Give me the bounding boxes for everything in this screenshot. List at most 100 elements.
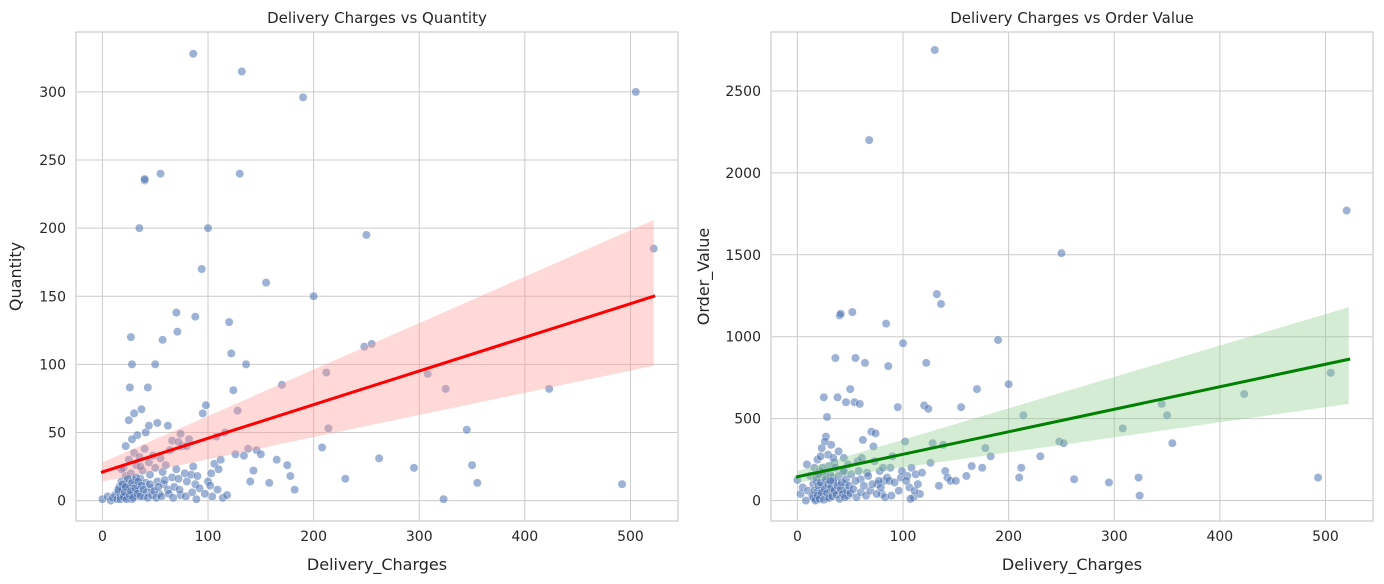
data-point (127, 434, 137, 444)
data-point (801, 496, 811, 505)
data-point (290, 485, 300, 495)
data-point (1035, 451, 1045, 461)
data-point (127, 359, 137, 369)
x-tick-label: 400 (1206, 529, 1233, 545)
data-point (152, 418, 162, 428)
data-point (825, 476, 835, 486)
data-point (897, 466, 907, 476)
data-point (150, 359, 160, 369)
data-point (1059, 438, 1069, 448)
chart-title: Delivery Charges vs Order Value (950, 9, 1194, 27)
data-point (140, 174, 150, 184)
data-point (256, 449, 266, 459)
confidence-band (102, 219, 654, 482)
data-point (190, 312, 200, 322)
data-point (134, 223, 144, 233)
data-point (158, 335, 168, 345)
data-point (264, 478, 274, 488)
data-point (222, 490, 232, 500)
data-point (153, 482, 163, 492)
data-point (188, 462, 198, 471)
data-point (317, 443, 327, 452)
data-point (135, 462, 145, 471)
data-point (986, 451, 996, 461)
x-axis-label: Delivery_Charges (1002, 555, 1142, 575)
data-point (932, 289, 942, 299)
data-point (285, 471, 295, 481)
data-point (1239, 389, 1249, 399)
data-point (237, 67, 247, 76)
y-tick-label: 0 (752, 494, 761, 510)
data-point (156, 169, 165, 179)
data-point (261, 278, 271, 288)
data-point (872, 489, 882, 499)
data-point (298, 92, 308, 102)
data-point (1135, 491, 1145, 501)
y-tick-label: 50 (48, 425, 66, 441)
data-point (890, 478, 900, 487)
data-point (340, 474, 350, 484)
data-point (1004, 379, 1014, 389)
data-point (905, 494, 915, 504)
y-axis-label: Quantity (6, 242, 25, 311)
x-tick-label: 300 (406, 529, 433, 545)
data-point (1167, 438, 1177, 448)
data-point (467, 460, 477, 470)
data-point (836, 309, 846, 319)
x-tick-label: 0 (98, 529, 107, 545)
data-point (820, 437, 830, 446)
data-point (205, 481, 215, 491)
data-point (248, 466, 258, 476)
data-point (1162, 410, 1172, 420)
y-tick-label: 1500 (725, 248, 761, 264)
data-point (1018, 410, 1028, 420)
data-point (839, 453, 849, 463)
data-point (163, 421, 173, 431)
data-point (233, 406, 243, 416)
data-point (374, 453, 384, 463)
data-point (1016, 463, 1026, 473)
data-point (439, 494, 448, 504)
data-point (231, 449, 240, 459)
data-point (282, 460, 292, 470)
y-tick-label: 100 (39, 357, 66, 373)
y-tick-label: 250 (39, 153, 66, 169)
data-point (226, 349, 236, 358)
plot-area (771, 32, 1373, 521)
data-point (168, 493, 178, 503)
data-point (145, 470, 155, 480)
data-point (174, 474, 183, 484)
data-point (816, 451, 826, 461)
data-point (203, 223, 213, 233)
data-point (121, 441, 131, 451)
data-point (907, 463, 916, 473)
data-point (171, 308, 181, 318)
plot-frame (770, 31, 1374, 522)
data-point (993, 335, 1003, 345)
y-tick-label: 300 (39, 85, 66, 101)
data-point (197, 264, 207, 274)
data-point (200, 489, 210, 499)
x-tick-label: 100 (890, 529, 917, 545)
data-point (1118, 423, 1128, 433)
data-point (228, 385, 238, 395)
x-tick-label: 200 (300, 529, 327, 545)
y-tick-label: 150 (39, 289, 66, 305)
confidence-band (797, 307, 1349, 483)
data-point (214, 464, 224, 474)
data-point (923, 404, 933, 414)
data-point (243, 444, 253, 454)
data-point (819, 392, 829, 402)
data-point (847, 307, 857, 317)
data-point (188, 49, 198, 59)
data-point (972, 384, 982, 394)
regression-line (100, 294, 656, 474)
data-point (1326, 368, 1336, 378)
data-point (143, 383, 153, 392)
data-point (649, 244, 659, 254)
x-tick-label: 500 (617, 529, 644, 545)
data-point (321, 368, 331, 377)
x-tick-label: 400 (511, 529, 538, 545)
data-point (175, 485, 184, 495)
